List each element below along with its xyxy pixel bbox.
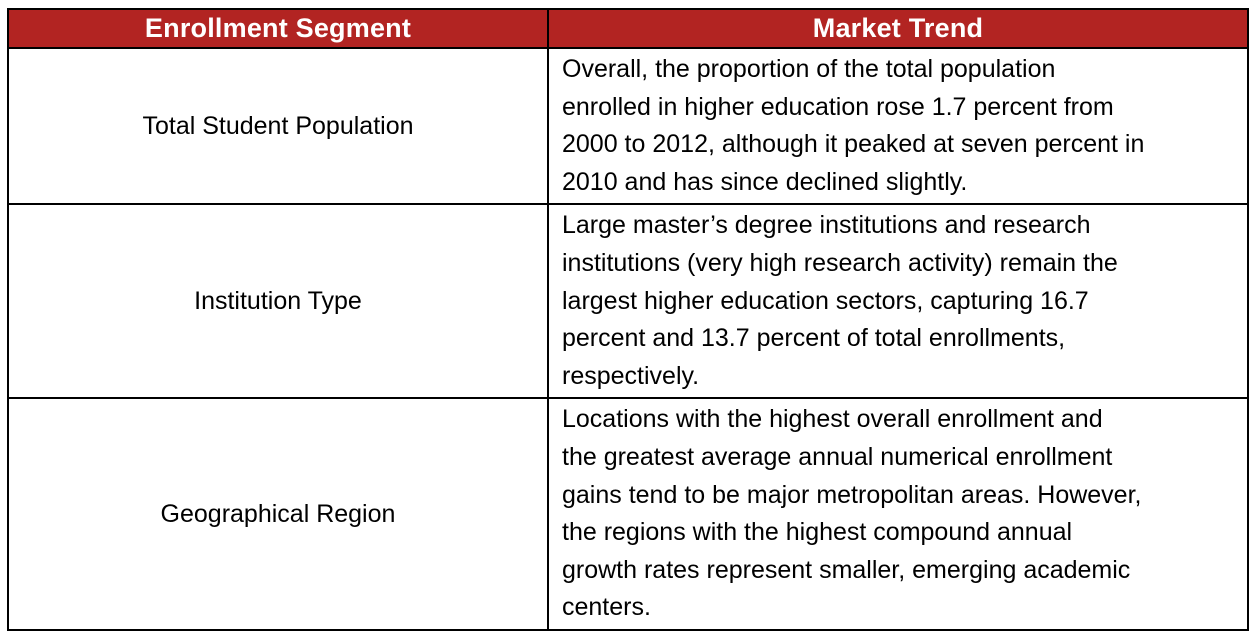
table-row-total-student-population: Total Student Population Overall, the pr… — [7, 46, 1249, 206]
header-row: Enrollment Segment Market Trend — [7, 8, 1249, 49]
column-header-market-trend: Market Trend — [547, 8, 1249, 49]
trend-cell-institution-type: Large master’s degree institutions and r… — [547, 203, 1249, 400]
column-header-enrollment-segment: Enrollment Segment — [7, 8, 549, 49]
enrollment-market-trend-table: Enrollment Segment Market Trend Total St… — [7, 8, 1249, 631]
table-row-institution-type: Institution Type Large master’s degree i… — [7, 203, 1249, 400]
segment-cell-institution-type: Institution Type — [7, 203, 549, 400]
enrollment-market-trend-table-wrap: Enrollment Segment Market Trend Total St… — [7, 8, 1249, 631]
table-header: Enrollment Segment Market Trend — [7, 8, 1249, 49]
table-row-geographical-region: Geographical Region Locations with the h… — [7, 397, 1249, 631]
segment-cell-total-student-population: Total Student Population — [7, 46, 549, 206]
trend-cell-total-student-population: Overall, the proportion of the total pop… — [547, 46, 1249, 206]
segment-cell-geographical-region: Geographical Region — [7, 397, 549, 631]
table-body: Total Student Population Overall, the pr… — [7, 46, 1249, 631]
trend-cell-geographical-region: Locations with the highest overall enrol… — [547, 397, 1249, 631]
